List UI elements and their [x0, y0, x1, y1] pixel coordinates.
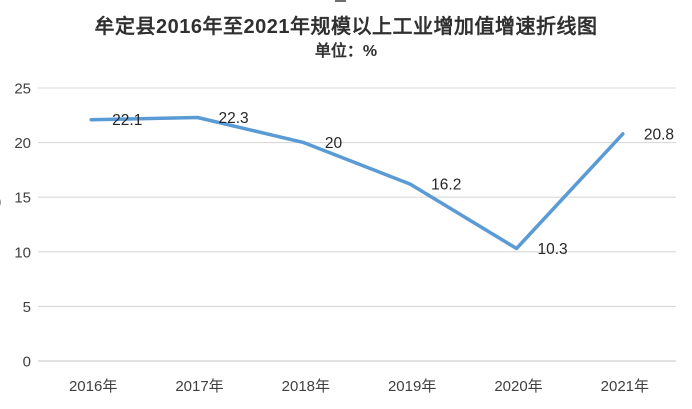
data-label: 22.3: [219, 110, 249, 127]
y-tick-label: 5: [23, 299, 31, 316]
x-axis-label: 2021年: [601, 378, 649, 395]
x-axis-label: 2019年: [388, 378, 436, 395]
x-axis-label: 2016年: [69, 378, 117, 395]
y-tick-label: 25: [14, 81, 31, 98]
data-label: 20: [325, 135, 343, 152]
x-axis-label: 2018年: [282, 378, 330, 395]
y-tick-label: 10: [14, 244, 31, 261]
x-axis-label: 2020年: [494, 378, 542, 395]
y-tick-label: 0: [23, 354, 31, 371]
data-label: 16.2: [431, 177, 461, 194]
y-axis-partial-glyph: ）: [0, 192, 11, 213]
x-axis-label: 2017年: [175, 378, 223, 395]
top-crop-artifact: [335, 0, 346, 2]
chart-title: 牟定县2016年至2021年规模以上工业增加值增速折线图: [94, 16, 598, 38]
data-label: 22.1: [112, 112, 142, 129]
data-label: 10.3: [538, 241, 568, 258]
y-tick-label: 15: [14, 190, 31, 207]
y-tick-label: 20: [14, 135, 31, 152]
data-label: 20.8: [644, 126, 674, 143]
chart-subtitle: 单位：%: [314, 43, 378, 60]
series-line: [89, 115, 625, 251]
